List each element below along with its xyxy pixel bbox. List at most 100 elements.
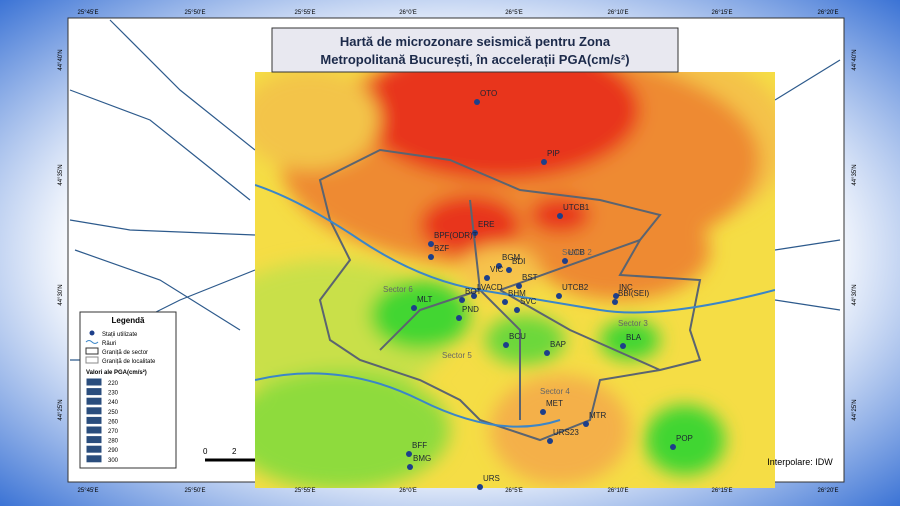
- station-label: BDI: [512, 257, 525, 266]
- legend-swatch: [85, 406, 103, 416]
- station: [613, 293, 619, 299]
- station-label: UCB: [568, 248, 585, 257]
- lat-label: 44°35'N: [852, 164, 858, 185]
- legend-value: 270: [108, 429, 119, 435]
- station: [456, 315, 462, 321]
- sector-label: Sector 3: [618, 319, 648, 328]
- station: [474, 99, 480, 105]
- method-label: Interpolare: IDW: [767, 457, 833, 467]
- lon-label: 25°45'E: [78, 488, 99, 494]
- legend-value: 230: [108, 391, 119, 397]
- lon-label: 26°10'E: [608, 10, 629, 16]
- station: [406, 451, 412, 457]
- lon-label: 25°50'E: [185, 10, 206, 16]
- station: [516, 283, 522, 289]
- legend-symbol: [85, 347, 99, 355]
- lon-label: 26°15'E: [712, 488, 733, 494]
- station-label: BCU: [509, 332, 526, 341]
- lon-label: 26°20'E: [818, 488, 839, 494]
- station-label: MET: [546, 399, 563, 408]
- lat-label: 44°40'N: [58, 49, 64, 70]
- legend-swatch: [85, 454, 103, 464]
- legend-value: 240: [108, 400, 119, 406]
- sector-label: Sector 6: [383, 285, 413, 294]
- legend-swatch: [85, 415, 103, 425]
- legend-value: 290: [108, 448, 119, 454]
- legend: Legendă Stații utilizate Râuri Graniță de …: [79, 311, 177, 469]
- station-label: MLT: [417, 295, 433, 304]
- station: [612, 299, 618, 305]
- station-label: URS: [483, 474, 500, 483]
- lon-label: 26°10'E: [608, 488, 629, 494]
- station: [459, 297, 465, 303]
- legend-value: 280: [108, 439, 119, 445]
- station-label: SVC: [520, 297, 537, 306]
- station: [557, 213, 563, 219]
- legend-symbol: [85, 340, 99, 344]
- station: [620, 343, 626, 349]
- legend-swatch: [85, 396, 103, 406]
- legend-subtitle: Valori ale PGA(cm/s²): [86, 369, 147, 376]
- legend-swatch: [85, 435, 103, 445]
- lon-label: 26°15'E: [712, 10, 733, 16]
- station: [503, 342, 509, 348]
- legend-label: Graniță de sector: [102, 350, 148, 356]
- station-label: UTCB1: [563, 203, 590, 212]
- station-label: BZF: [434, 244, 449, 253]
- station: [472, 230, 478, 236]
- lon-label: 25°55'E: [295, 488, 316, 494]
- lon-label: 26°5'E: [505, 488, 523, 494]
- station-label: LVACD: [477, 283, 503, 292]
- legend-swatch: [85, 377, 103, 387]
- legend-swatch: [85, 387, 103, 397]
- station: [407, 464, 413, 470]
- station: [514, 307, 520, 313]
- station-label: BPF(ODR)T: [434, 231, 478, 240]
- station: [477, 484, 483, 490]
- station: [556, 293, 562, 299]
- legend-label: Stații utilizate: [102, 332, 138, 338]
- sector-borders: [318, 148, 702, 442]
- legend-value: 220: [108, 381, 119, 387]
- station: [428, 254, 434, 260]
- lon-label: 26°5'E: [505, 10, 523, 16]
- station: [506, 267, 512, 273]
- station: [484, 275, 490, 281]
- station-label: BLA: [626, 333, 642, 342]
- station-label: BST: [522, 273, 538, 282]
- station: [540, 409, 546, 415]
- station-label: BBI(SEI): [618, 289, 649, 298]
- legend-value: 260: [108, 419, 119, 425]
- station: [502, 299, 508, 305]
- station: [411, 305, 417, 311]
- station-label: INC: [619, 283, 633, 292]
- title: Metropolitană București, în accelerații …: [320, 52, 629, 67]
- lat-label: 44°35'N: [58, 164, 64, 185]
- station: [471, 293, 477, 299]
- station: [547, 438, 553, 444]
- station-label: OTO: [480, 89, 497, 98]
- legend-value: 250: [108, 410, 119, 416]
- station: [541, 159, 547, 165]
- title: Hartă de microzonare seismică pentru Zon…: [340, 34, 611, 49]
- station-label: BAP: [550, 340, 566, 349]
- station-label: BMG: [413, 454, 431, 463]
- river: [255, 184, 775, 314]
- station-label: BOT: [465, 287, 482, 296]
- station: [428, 241, 434, 247]
- sector-label: Sector 5: [442, 351, 472, 360]
- station-label: PND: [462, 305, 479, 314]
- legend-swatch: [85, 444, 103, 454]
- lat-label: 44°40'N: [852, 49, 858, 70]
- legend-symbol: [85, 356, 99, 364]
- station-label: ERE: [478, 220, 494, 229]
- scale-label: 0: [203, 447, 208, 456]
- lat-label: 44°25'N: [58, 399, 64, 420]
- station: [544, 350, 550, 356]
- river: [255, 372, 561, 428]
- lon-label: 25°45'E: [78, 10, 99, 16]
- sector-label: Sector 2: [562, 248, 592, 257]
- lat-label: 44°25'N: [852, 399, 858, 420]
- lat-label: 44°30'N: [58, 284, 64, 305]
